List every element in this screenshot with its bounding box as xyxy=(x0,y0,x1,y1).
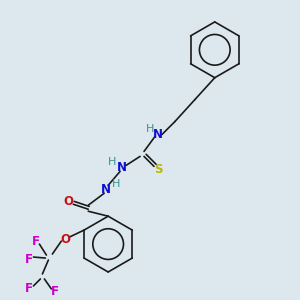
Text: N: N xyxy=(101,183,111,196)
Text: O: O xyxy=(60,232,70,246)
Text: S: S xyxy=(154,163,162,176)
Text: H: H xyxy=(146,124,154,134)
Text: N: N xyxy=(117,161,127,174)
Text: F: F xyxy=(25,253,32,266)
Text: F: F xyxy=(32,235,39,248)
Text: F: F xyxy=(51,285,59,298)
Text: N: N xyxy=(153,128,163,141)
Text: F: F xyxy=(25,282,32,296)
Text: H: H xyxy=(108,158,116,167)
Text: H: H xyxy=(112,179,120,189)
Text: O: O xyxy=(63,195,73,208)
